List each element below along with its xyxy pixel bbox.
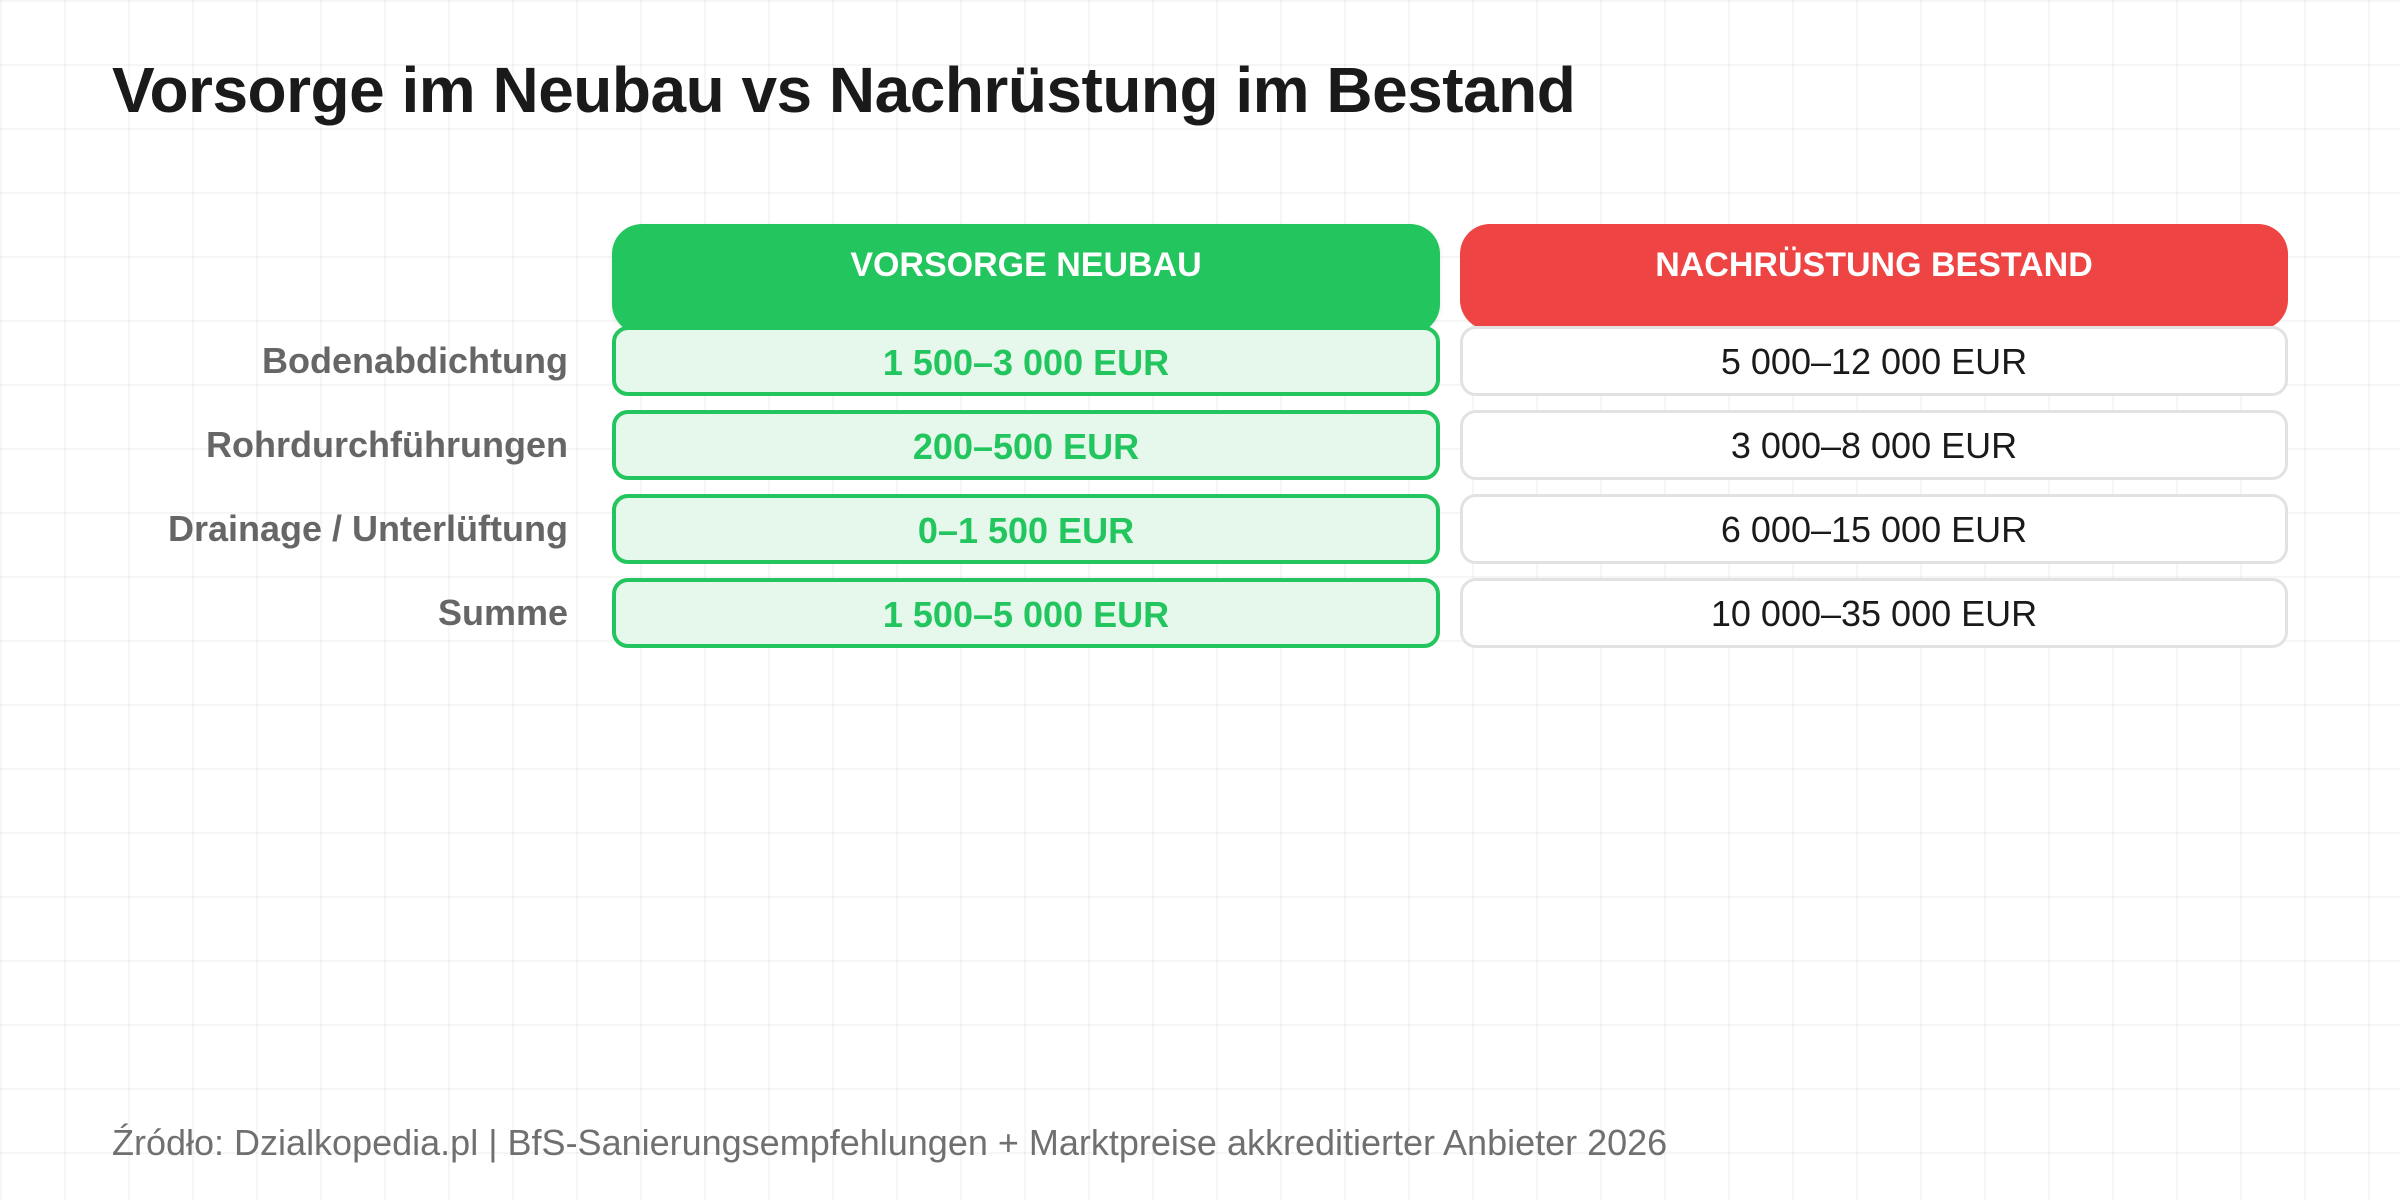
row-label-rohrdurchfuehrungen: Rohrdurchführungen [206, 424, 568, 465]
row-label-bodenabdichtung: Bodenabdichtung [262, 340, 568, 381]
row-label-summe: Summe [437, 592, 568, 633]
cell-neubau-summe: 1 500–5 000 EUR [612, 578, 1440, 648]
column-header-nachruestung-bestand: NACHRÜSTUNG BESTAND [1460, 224, 2288, 330]
cell-neubau-bodenabdichtung: 1 500–3 000 EUR [612, 326, 1440, 396]
row-label-drainage-unterlueftung: Drainage / Unterlüftung [167, 508, 568, 549]
cell-bestand-summe: 10 000–35 000 EUR [1460, 578, 2288, 648]
cell-bestand-rohrdurchfuehrungen: 3 000–8 000 EUR [1460, 410, 2288, 480]
cell-bestand-drainage-unterlueftung: 6 000–15 000 EUR [1460, 494, 2288, 564]
column-header-vorsorge-neubau: VORSORGE NEUBAU [612, 224, 1440, 334]
cell-neubau-rohrdurchfuehrungen: 200–500 EUR [612, 410, 1440, 480]
chart-title: Vorsorge im Neubau vs Nachrüstung im Bes… [112, 54, 1576, 126]
cell-neubau-drainage-unterlueftung: 0–1 500 EUR [612, 494, 1440, 564]
source-note: Źródło: Dzialkopedia.pl | BfS-Sanierungs… [112, 1122, 1668, 1163]
cell-bestand-bodenabdichtung: 5 000–12 000 EUR [1460, 326, 2288, 396]
